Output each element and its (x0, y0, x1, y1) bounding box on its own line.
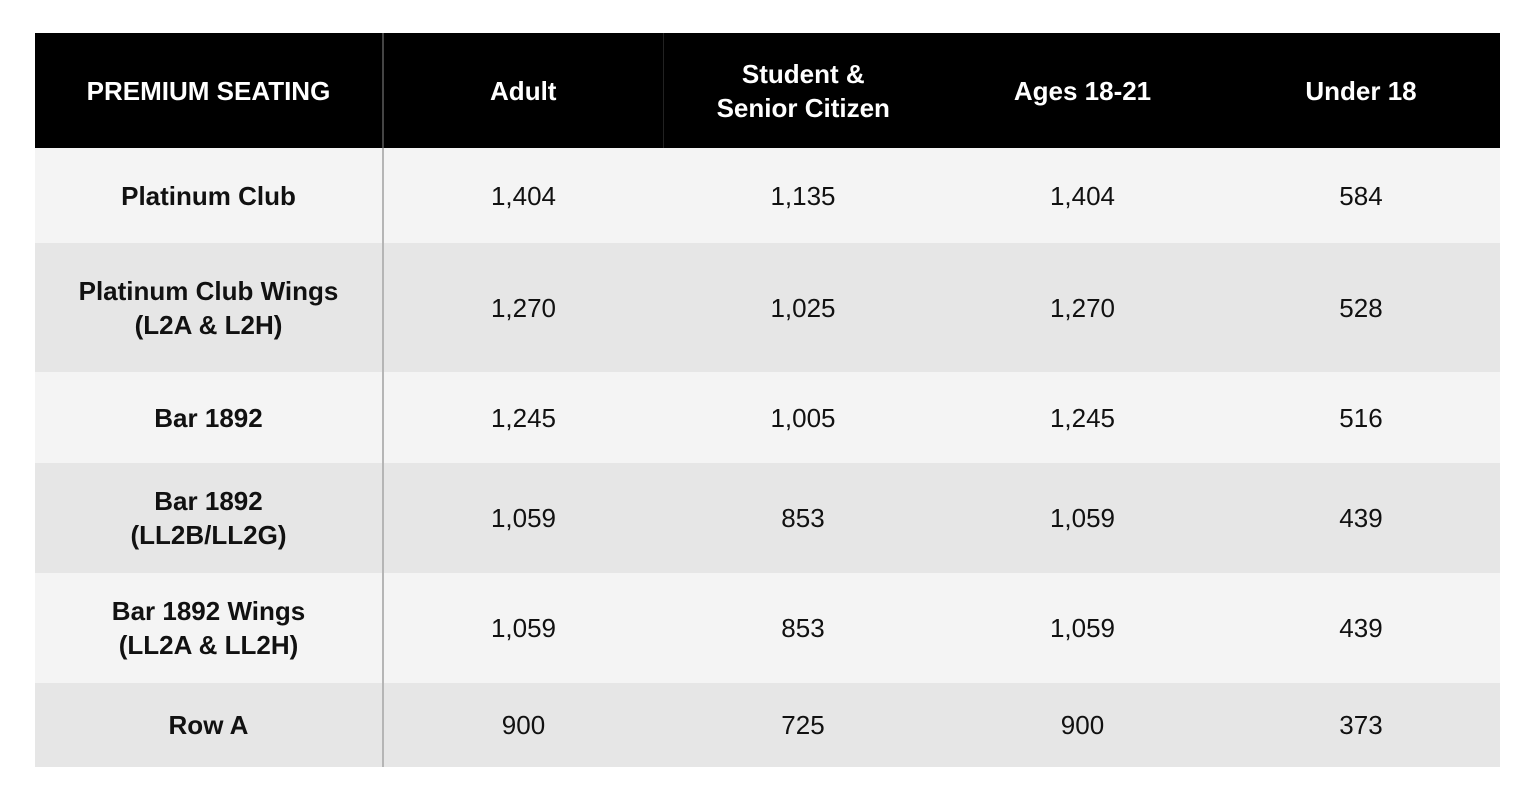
price-cell: 1,270 (943, 243, 1222, 372)
price-cell: 853 (663, 573, 943, 683)
price-cell: 439 (1222, 463, 1500, 573)
price-cell: 1,059 (943, 463, 1222, 573)
price-cell: 528 (1222, 243, 1500, 372)
table-row: Row A 900 725 900 373 (35, 683, 1500, 767)
price-cell: 516 (1222, 372, 1500, 463)
price-cell: 1,059 (383, 463, 663, 573)
table-row: Platinum Club 1,404 1,135 1,404 584 (35, 148, 1500, 243)
price-cell: 1,025 (663, 243, 943, 372)
table-row: Platinum Club Wings (L2A & L2H) 1,270 1,02… (35, 243, 1500, 372)
row-label: Platinum Club (35, 148, 384, 243)
row-label: Row A (35, 683, 384, 767)
row-label: Bar 1892 Wings (LL2A & LL2H) (35, 573, 384, 683)
table-row: Bar 1892 Wings (LL2A & LL2H) 1,059 853 1,05… (35, 573, 1500, 683)
price-cell: 1,245 (383, 372, 663, 463)
price-cell: 1,005 (663, 372, 943, 463)
header-cell: Student & Senior Citizen (663, 33, 943, 148)
table-header: PREMIUM SEATING Adult Student & Senior Cit… (35, 33, 1500, 148)
price-cell: 1,059 (943, 573, 1222, 683)
price-cell: 373 (1222, 683, 1500, 767)
price-cell: 853 (663, 463, 943, 573)
price-cell: 1,270 (383, 243, 663, 372)
price-cell: 725 (663, 683, 943, 767)
header-cell: Under 18 (1222, 33, 1500, 148)
header-cell: Ages 18-21 (943, 33, 1222, 148)
table-row: Bar 1892 1,245 1,005 1,245 516 (35, 372, 1500, 463)
price-cell: 584 (1222, 148, 1500, 243)
price-cell: 1,059 (383, 573, 663, 683)
row-label: Bar 1892 (35, 372, 384, 463)
table-row: Bar 1892 (LL2B/LL2G) 1,059 853 1,059 439 (35, 463, 1500, 573)
price-cell: 900 (383, 683, 663, 767)
price-cell: 1,135 (663, 148, 943, 243)
header-cell: Adult (383, 33, 664, 148)
table-body: Platinum Club 1,404 1,135 1,404 584 Platinum … (35, 148, 1500, 767)
price-cell: 1,245 (943, 372, 1222, 463)
price-cell: 1,404 (943, 148, 1222, 243)
row-label: Bar 1892 (LL2B/LL2G) (35, 463, 384, 573)
price-cell: 439 (1222, 573, 1500, 683)
row-label: Platinum Club Wings (L2A & L2H) (35, 243, 384, 372)
price-cell: 1,404 (383, 148, 663, 243)
header-cell: PREMIUM SEATING (35, 33, 384, 148)
price-cell: 900 (943, 683, 1222, 767)
header-row: PREMIUM SEATING Adult Student & Senior Cit… (35, 33, 1500, 148)
pricing-table: PREMIUM SEATING Adult Student & Senior Cit… (35, 33, 1500, 767)
